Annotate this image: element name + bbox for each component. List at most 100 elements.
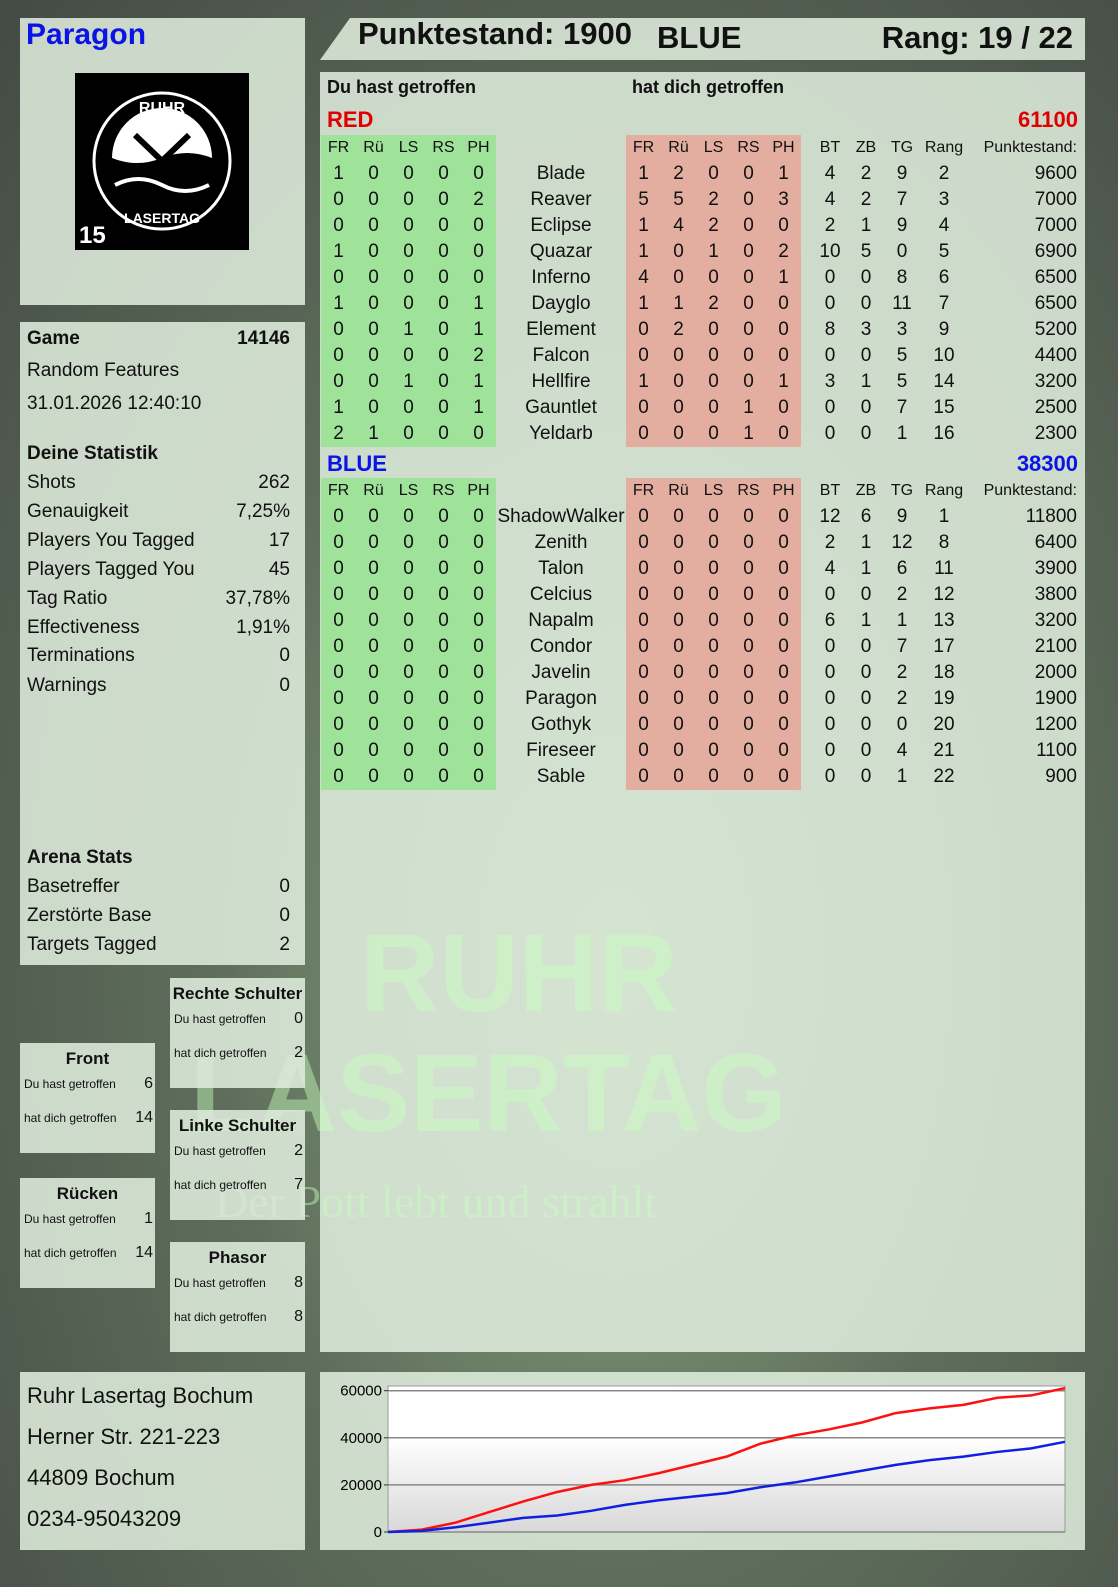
col-header-them-3: RS <box>731 478 766 504</box>
you-hit-cell: 1 <box>391 369 426 395</box>
hit-you-cell: 0 <box>766 660 801 686</box>
zb-cell: 0 <box>860 688 872 709</box>
bt-cell: 4 <box>824 558 836 579</box>
rank-cell: 8 <box>938 532 950 553</box>
stats-title: Deine Statistik <box>27 443 158 464</box>
hit-you-cell: 2 <box>766 239 801 265</box>
tg-cell: 2 <box>896 662 908 683</box>
y-tick-label: 60000 <box>340 1383 382 1400</box>
you-hit-cell: 0 <box>356 187 391 213</box>
zb-cell: 0 <box>860 636 872 657</box>
zone-title: Linke Schulter <box>178 1116 297 1135</box>
stat-label: Warnings <box>27 675 107 696</box>
game-mode: Random Features <box>27 360 290 382</box>
you-hit-cell: 0 <box>321 265 356 291</box>
col-header-stat-1: ZB <box>855 482 877 499</box>
score-cell: 3900 <box>1034 558 1077 579</box>
hit-you-cell: 1 <box>626 291 661 317</box>
you-hit-cell: 0 <box>321 187 356 213</box>
you-hit-cell: 0 <box>461 634 496 660</box>
you-hit-cell: 0 <box>391 634 426 660</box>
zone-you-hit-label: Du hast getroffen <box>24 1077 116 1091</box>
hit-you-cell: 0 <box>696 556 731 582</box>
game-date-text: 31.01.2026 12:40:10 <box>27 393 202 414</box>
you-hit-cell: 1 <box>461 317 496 343</box>
score-cell: 3200 <box>1034 610 1077 631</box>
col-header-stat-0: BT <box>819 482 841 499</box>
rank-cell: 16 <box>933 423 955 444</box>
hit-you-cell: 0 <box>626 504 661 530</box>
address-line: 44809 Bochum <box>27 1465 175 1490</box>
you-hit-cell: 0 <box>321 213 356 239</box>
hit-you-cell: 0 <box>661 421 696 447</box>
hit-you-cell: 0 <box>731 161 766 187</box>
hit-you-cell: 0 <box>731 530 766 556</box>
stat-row: Tag Ratio 37,78% <box>27 588 290 610</box>
col-header-you-0: FR <box>321 135 356 161</box>
stat-row: Effectiveness 1,91% <box>27 617 290 639</box>
hit-you-cell: 0 <box>766 738 801 764</box>
you-hit-cell: 1 <box>321 291 356 317</box>
you-hit-cell: 0 <box>426 556 461 582</box>
tg-cell: 1 <box>896 423 908 444</box>
you-hit-cell: 0 <box>356 265 391 291</box>
hit-you-cell: 0 <box>731 608 766 634</box>
team-table-blue: FR Rü LS RS PH FR Rü LS RS PH BT ZB TG Rang Punktestan… <box>321 478 1077 790</box>
hit-you-cell: 0 <box>766 504 801 530</box>
hit-zone: Rücken Du hast getroffen 1 hat dich getroff… <box>20 1178 155 1288</box>
rank-cell: 15 <box>933 397 955 418</box>
col-header-them-2: LS <box>696 478 731 504</box>
player-name-cell: Gothyk <box>530 714 592 735</box>
rank-cell: 18 <box>933 662 955 683</box>
col-header-stat-3: Rang <box>924 482 964 499</box>
you-hit-cell: 0 <box>426 421 461 447</box>
zb-cell: 2 <box>860 189 872 210</box>
player-name-cell: Fireseer <box>526 740 596 761</box>
tg-cell: 1 <box>896 610 908 631</box>
score-cell: 4400 <box>1034 345 1077 366</box>
zb-cell: 0 <box>860 345 872 366</box>
player-name-cell: Sable <box>536 766 586 787</box>
hit-you-cell: 0 <box>626 764 661 790</box>
hit-you-cell: 0 <box>766 634 801 660</box>
hit-you-cell: 0 <box>661 343 696 369</box>
hit-you-cell: 0 <box>626 660 661 686</box>
zone-you-hit-label: Du hast getroffen <box>174 1144 266 1158</box>
score-cell: 6900 <box>1034 241 1077 262</box>
arena-row: Targets Tagged 2 <box>27 934 290 956</box>
hit-you-cell: 0 <box>731 764 766 790</box>
hit-you-cell: 0 <box>731 317 766 343</box>
arena-row: Basetreffer 0 <box>27 876 290 898</box>
bt-cell: 0 <box>824 423 836 444</box>
player-name-cell: Inferno <box>531 267 591 288</box>
hit-you-cell: 0 <box>696 582 731 608</box>
rank-cell: 6 <box>938 267 950 288</box>
col-header-name <box>496 135 626 161</box>
tg-cell: 7 <box>896 636 908 657</box>
arena-value: 2 <box>279 934 290 955</box>
player-name-cell: Blade <box>536 163 586 184</box>
col-header-stat-4: Punktestand: <box>983 482 1077 499</box>
you-hit-cell: 0 <box>321 764 356 790</box>
hit-you-cell: 0 <box>766 686 801 712</box>
hit-you-cell: 0 <box>626 582 661 608</box>
hit-you-cell: 0 <box>731 634 766 660</box>
zb-cell: 0 <box>860 423 872 444</box>
zb-cell: 1 <box>860 215 872 236</box>
you-hit-cell: 0 <box>391 582 426 608</box>
zb-cell: 1 <box>860 371 872 392</box>
hit-you-cell: 3 <box>766 187 801 213</box>
bt-cell: 0 <box>824 584 836 605</box>
tg-cell: 7 <box>896 397 908 418</box>
you-hit-cell: 0 <box>356 712 391 738</box>
hit-you-cell: 1 <box>626 239 661 265</box>
zone-hit-you-value: 14 <box>135 1244 153 1261</box>
tg-cell: 2 <box>896 688 908 709</box>
you-hit-cell: 0 <box>461 686 496 712</box>
stat-value: 0 <box>279 675 290 696</box>
score-cell: 3800 <box>1034 584 1077 605</box>
hit-you-cell: 0 <box>696 343 731 369</box>
hit-you-cell: 0 <box>731 504 766 530</box>
zb-cell: 1 <box>860 532 872 553</box>
col-header-them-4: PH <box>766 135 801 161</box>
